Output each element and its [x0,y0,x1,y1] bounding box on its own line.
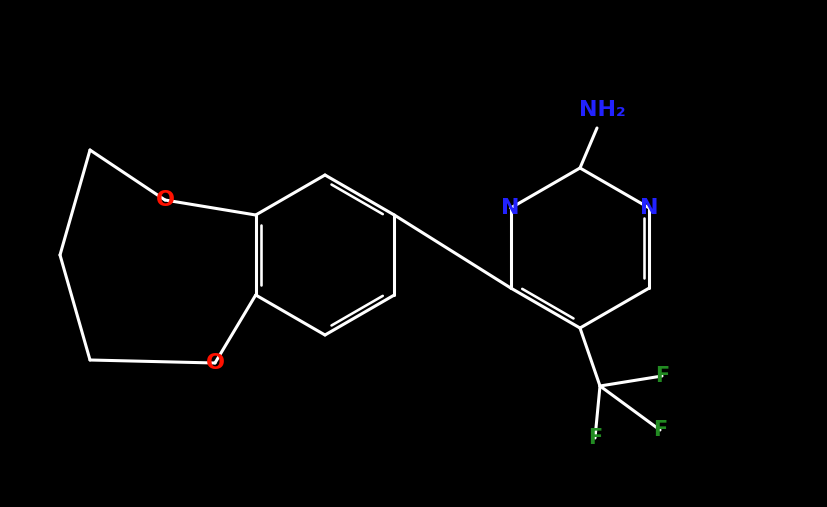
Text: F: F [655,366,669,386]
Text: F: F [588,428,602,448]
Text: NH₂: NH₂ [579,100,625,120]
Text: O: O [155,190,174,210]
Text: F: F [653,420,667,440]
Text: N: N [640,198,658,218]
Text: O: O [205,353,224,373]
Text: N: N [501,198,520,218]
